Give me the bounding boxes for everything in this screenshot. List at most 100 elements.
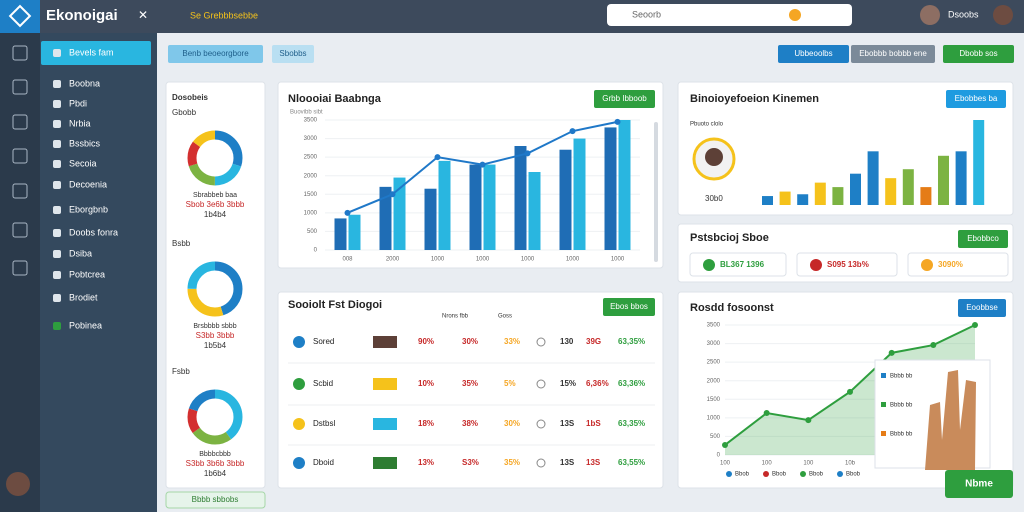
bar [469,164,482,250]
close-icon[interactable]: ✕ [138,8,148,22]
button[interactable] [603,298,655,316]
button[interactable] [946,90,1006,108]
button[interactable] [958,299,1006,317]
chip[interactable] [689,252,787,277]
legend-label: Bbob [846,472,861,478]
chip[interactable] [796,252,898,277]
chip[interactable] [907,252,1009,277]
search-box[interactable] [607,4,852,26]
button[interactable] [168,45,263,63]
button-label[interactable]: Ebobbes ba [955,94,998,103]
button[interactable] [272,45,314,63]
trend-point [344,209,351,216]
notification[interactable] [789,9,801,21]
y-tick-label: 1500 [304,192,318,198]
cta-label[interactable]: Nbme [965,479,993,490]
button-label[interactable]: Grbb Ibboob [602,94,647,103]
nav-icon[interactable] [12,183,28,199]
x-tick-label: 008 [342,257,353,263]
brand: Ekonoigai [46,7,118,24]
row-status [536,419,546,429]
chip-label: S095 13b% [827,260,869,269]
y-tick-label: 500 [307,229,318,235]
nav-item[interactable]: Decoenia [69,179,107,189]
table-cell: 63,35% [618,337,645,346]
nav-item[interactable]: Nrbia [69,118,91,128]
avatar[interactable] [920,5,940,25]
nav-item[interactable]: Bssbics [69,138,101,148]
y-tick-label: 0 [717,453,721,459]
team-face [705,148,723,166]
nav-bullet [53,80,61,88]
table-cell: Scbid [313,379,333,388]
donut-segment [187,130,243,186]
button[interactable] [958,230,1008,248]
row-swatch [373,378,397,390]
table-cell: 33% [504,337,520,346]
nav-item[interactable]: Secoia [69,158,97,168]
button-label[interactable]: Dbobb sos [959,49,997,58]
cta[interactable] [945,470,1013,498]
donut-caption: Bbbbcbbb [199,451,231,458]
nav-item[interactable]: Pobtcrea [69,269,105,279]
nav-bullet [53,271,61,279]
nav-item[interactable]: Pbdi [69,98,87,108]
donut-segment [187,130,243,186]
button[interactable] [594,90,655,108]
donut-segment [187,389,243,445]
y-tick-label: 1000 [304,210,318,216]
point [888,349,895,356]
button[interactable] [851,45,935,63]
y-tick-label: 3000 [304,136,318,142]
nav-icon[interactable] [12,114,28,130]
nav-bullet [53,140,61,148]
nav-icon[interactable] [12,79,28,95]
bar [514,146,527,250]
button-label[interactable]: Ubbeoolbs [794,49,832,58]
trend-point [389,191,396,198]
nav-item[interactable]: Eborgbnb [69,204,108,214]
avatar[interactable] [993,5,1013,25]
table-cell: 63,55% [618,458,645,467]
footer-button-label[interactable]: Bbbb sbbobs [192,495,239,504]
nav-item[interactable]: Dsiba [69,248,92,258]
nav-icon[interactable] [12,222,28,238]
trend-point [479,161,486,168]
button-label[interactable]: Ebobbb bobbb ene [859,49,927,58]
card-title: Rosdd fosoonst [690,302,774,314]
nav-item[interactable]: Pobinea [69,320,102,330]
bar [618,120,631,250]
nav-icon[interactable] [12,45,28,61]
button-label[interactable]: Benb beoeorgbore [182,49,249,58]
table-cell: 39G [586,337,601,346]
button-label[interactable]: Ebobbco [967,234,999,243]
button[interactable] [943,45,1014,63]
breadcrumb: Se Grebbbsebbe [190,10,258,20]
card-title: Sooiolt Fst Diogoi [288,299,382,311]
button[interactable] [778,45,849,63]
button-label[interactable]: Eoobbse [966,303,998,312]
nav-item[interactable]: Boobna [69,78,100,88]
nav-icon[interactable] [12,148,28,164]
bar [762,196,773,205]
bar [867,151,879,205]
nav-icon[interactable] [12,260,28,276]
card-title: Dosobeis [172,93,209,102]
nav-item[interactable]: Bevels fam [69,47,114,57]
card-title: Pstsbcioj Sboe [690,232,769,244]
nav-item[interactable]: Doobs fonra [69,227,118,237]
button-label[interactable]: Ebos bbos [610,302,648,311]
scrollbar [654,122,658,262]
nav-item[interactable]: Brodiet [69,292,98,302]
row-status [536,337,546,347]
footer-button[interactable] [165,491,266,509]
donut-sub: 1b5b4 [204,341,227,350]
donut-stats: S3bb 3bbb [196,331,235,340]
popup-text: Bbbb bb [890,432,913,438]
y-tick-label: 3000 [707,341,721,347]
card-subtitle: Buovibb sibt [290,110,323,116]
nav-active[interactable] [41,41,151,65]
button-label[interactable]: Sbobbs [279,49,306,58]
user-avatar[interactable] [6,472,30,496]
donut-stats: Sbob 3e6b 3bbb [186,200,245,209]
